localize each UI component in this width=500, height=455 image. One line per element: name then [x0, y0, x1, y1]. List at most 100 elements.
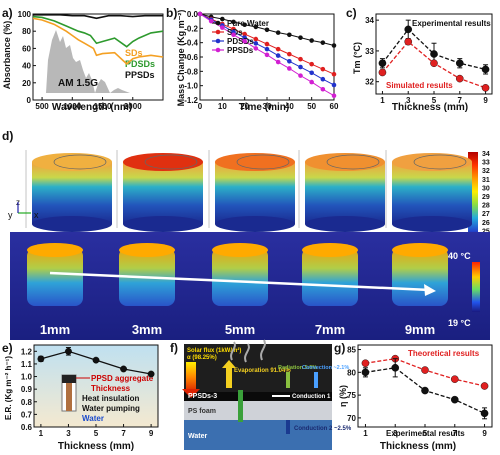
data-point: [264, 41, 270, 47]
legend-label: PDSDs: [227, 37, 254, 46]
solar-arrow-head: [182, 389, 200, 398]
ir-sample-top: [27, 243, 83, 257]
y-tick-label: 70: [347, 414, 356, 423]
x-tick-label: 7: [458, 96, 463, 105]
panel-label-e: e): [2, 341, 13, 355]
legend-ppsds: PPSDs: [125, 70, 155, 80]
cylinder-base: [123, 216, 203, 232]
cylinder-base: [392, 216, 472, 232]
data-point: [264, 27, 270, 33]
x-tick-label: 7: [453, 429, 458, 438]
conduction2-label: Conduction 2 ~2.5%: [294, 426, 352, 432]
y-axis-label-c: Tm (°C): [352, 42, 362, 74]
cylinder-base: [32, 216, 112, 232]
data-point: [298, 35, 303, 40]
absorptance-label: α (98.25%): [187, 355, 217, 361]
y-axis-label-e: E.R. (Kg m⁻² h⁻¹): [4, 356, 13, 420]
vapor-plumes: [230, 339, 266, 363]
data-point: [120, 365, 127, 373]
panel-label-d: d): [2, 129, 13, 143]
y-tick-label: 1.0: [21, 373, 33, 382]
data-point: [253, 46, 259, 51]
data-point: [391, 363, 400, 372]
legend-pdsds: PDSDs: [125, 59, 155, 69]
data-point: [231, 19, 236, 25]
data-point: [147, 370, 155, 378]
y-tick-label: 32: [365, 78, 374, 87]
data-point: [242, 35, 247, 40]
data-point: [450, 395, 459, 404]
legend-label: Pure Water: [227, 19, 269, 28]
mass-change-chart: Time (min) Mass Change (Kg m⁻²) 0 10 20 30 4…: [176, 10, 339, 113]
data-point: [287, 59, 292, 64]
data-point: [320, 86, 326, 92]
evaporation-arrow: [226, 366, 232, 388]
data-point: [378, 59, 387, 68]
data-point: [455, 59, 464, 68]
ir-scale-bottom: 19 °C: [448, 318, 471, 328]
cylinder-outline: [413, 154, 467, 170]
ir-sample-top: [392, 243, 448, 257]
y-tick-label: -0.8: [184, 67, 198, 76]
radiation-label: Radiation 5.6%: [278, 365, 317, 371]
data-point: [331, 93, 337, 98]
panel-label-b: b): [166, 6, 177, 20]
ir-colorbar: [472, 262, 480, 312]
data-point: [287, 32, 292, 38]
y-tick-label: -0.4: [184, 39, 198, 48]
absorbance-chart: AM 1.5G SDs PDSDs PPSDs Wavelength (nm) …: [2, 10, 164, 113]
legend-theoretical-g: Theoretical results: [408, 349, 480, 358]
colorbar-tick: 32: [482, 168, 490, 175]
y-tick-label: 0.0: [187, 10, 199, 19]
thickness-label-5mm: 5mm: [225, 322, 255, 337]
legend-experimental-g: Experimental results: [386, 429, 465, 438]
data-point: [275, 53, 281, 58]
thickness-arrow: [49, 271, 431, 292]
colorbar-tick: 33: [482, 160, 490, 167]
y-tick-label: 0: [27, 96, 32, 105]
y-tick-label: 85: [347, 346, 356, 355]
inset-label-water: Water: [82, 414, 104, 423]
data-point: [361, 359, 370, 368]
data-point: [242, 38, 247, 44]
cylinder-body: [32, 162, 112, 224]
data-point: [455, 74, 464, 83]
data-point: [404, 25, 413, 34]
x-tick-label: 1000: [63, 102, 81, 111]
data-point: [220, 16, 225, 22]
cylinder-top: [32, 153, 112, 171]
inset-wick: [66, 383, 72, 411]
ir-sample: [212, 248, 268, 306]
legend-marker: [215, 47, 221, 53]
ir-sample: [302, 248, 358, 306]
thickness-label-1mm: 1mm: [40, 322, 70, 337]
y-tick-label: 100: [18, 10, 32, 19]
cylinder-top: [123, 153, 203, 171]
simulation-panel: 3433323130292827262524 y z x 1mm3mm5mm7m…: [8, 150, 490, 340]
cylinder-base: [305, 216, 385, 232]
foam-label: PS foam: [188, 408, 216, 415]
data-point: [275, 30, 281, 35]
colorbar-tick: 30: [482, 185, 490, 192]
data-point: [264, 52, 270, 58]
y-tick-label: 0.8: [21, 398, 33, 407]
solar-flux-label: Solar flux (1kW/m²): [187, 347, 241, 354]
data-point: [287, 51, 292, 57]
y-tick-label: -1.2: [184, 96, 198, 105]
data-point: [481, 65, 490, 74]
y-tick-label: 34: [365, 16, 374, 25]
cylinder-body: [305, 162, 385, 224]
x-tick-label: 50: [307, 102, 316, 111]
y-tick-label: 0.7: [21, 410, 33, 419]
data-point: [309, 70, 314, 76]
data-point: [320, 66, 326, 72]
evaporation-arrow-head: [222, 360, 236, 368]
ir-sample-top: [212, 243, 268, 257]
panel-label-a: a): [2, 6, 13, 20]
data-point: [287, 66, 292, 71]
convection-arrow: [314, 372, 318, 388]
x-axis-label-b: Time (min): [239, 102, 289, 113]
x-tick-label: 1500: [94, 102, 112, 111]
y-axis-label-a: Absorbance (%): [2, 21, 12, 90]
